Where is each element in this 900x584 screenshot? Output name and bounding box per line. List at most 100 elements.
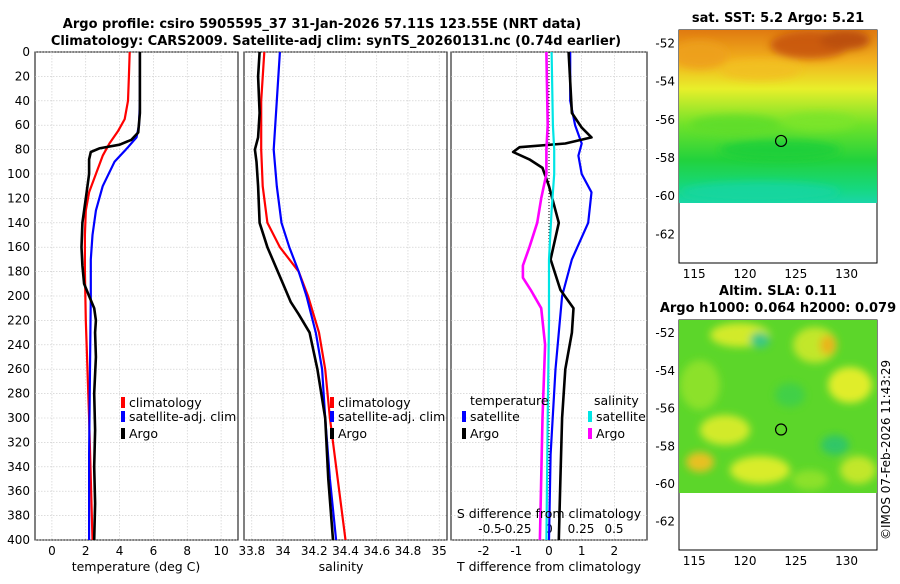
legend-label-satellite-adj: satellite-adj. clim (129, 409, 236, 424)
temperature-panel: 0 2 4 6 8 10020406080100120140160180200220240… (7, 45, 239, 574)
series-line-argo (253, 52, 335, 540)
salinity-panel: 33.8 34 34.2 34.4 34.6 34.8 35 climatology sat… (238, 51, 448, 574)
depth-tick-label: 40 (15, 94, 30, 108)
series-line-s-argo (521, 52, 550, 540)
x-tick-label: 34.4 (332, 544, 359, 558)
difference-xlabel: T difference from climatology (456, 559, 642, 574)
x-tick-label: 0 (48, 544, 56, 558)
legend-swatch-s-satellite (588, 411, 592, 422)
salinity-ticks: 33.8 34 34.2 34.4 34.6 34.8 35 (238, 544, 446, 558)
legend-label-s-satellite: satellite (596, 409, 646, 424)
map-y-tick-label: -52 (655, 326, 675, 340)
top-x-tick-label: 0.25 (568, 522, 595, 536)
map-y-tick-label: -54 (655, 75, 675, 89)
depth-tick-label: 100 (7, 167, 30, 181)
legend-swatch-argo (330, 428, 334, 439)
x-tick-label: 1 (578, 544, 586, 558)
depth-tick-label: 320 (7, 435, 30, 449)
sla-map-title: Altim. SLA: 0.11 (719, 284, 837, 299)
map-x-tick-label: 130 (835, 267, 858, 281)
legend-swatch-satellite-adj (330, 411, 334, 422)
map-x-tick-label: 120 (734, 554, 757, 568)
difference-legend: temperature satellite Argo salinity sate… (462, 393, 646, 441)
x-tick-label: -2 (478, 544, 490, 558)
sla-argo-marker (774, 423, 788, 436)
legend-swatch-climatology (121, 397, 125, 408)
legend-swatch-climatology (330, 397, 334, 408)
depth-tick-label: 80 (15, 143, 30, 157)
legend-label-climatology: climatology (338, 395, 411, 410)
temperature-legend: climatology satellite-adj. clim Argo (121, 395, 236, 441)
temperature-xlabel: temperature (deg C) (72, 559, 201, 574)
sla-map-ticks: 115 120 125 130 -52 -54 -56 -58 -60 -62 (655, 326, 858, 568)
legend-swatch-t-satellite (462, 411, 466, 422)
sst-map-panel: sat. SST: 5.2 Argo: 5.21 115 120 125 130 -52… (655, 11, 878, 281)
depth-tick-label: 200 (7, 289, 30, 303)
series-line-argo (80, 52, 142, 540)
temperature-ticks: 0 2 4 6 8 10020406080100120140160180200220240… (7, 45, 229, 558)
x-tick-label: 2 (82, 544, 90, 558)
legend-title-salinity: salinity (594, 393, 639, 408)
map-x-tick-label: 125 (784, 554, 807, 568)
depth-tick-label: 280 (7, 387, 30, 401)
imos-watermark: ©IMOS 07-Feb-2026 11:43:29 (879, 360, 893, 540)
series-line-t-satellite (547, 52, 593, 540)
salinity-legend: climatology satellite-adj. clim Argo (330, 395, 445, 441)
x-tick-label: 33.8 (238, 544, 265, 558)
difference-lines (511, 52, 593, 540)
legend-label-t-satellite: satellite (470, 409, 520, 424)
map-x-tick-label: 115 (683, 554, 706, 568)
depth-tick-label: 60 (15, 118, 30, 132)
series-line-climatology (83, 52, 131, 540)
map-y-tick-label: -56 (655, 402, 675, 416)
sla-map-panel: Altim. SLA: 0.11 Argo h1000: 0.064 h2000… (655, 284, 896, 568)
top-x-tick-label: 0.5 (604, 522, 623, 536)
top-x-tick-label: -0.25 (500, 522, 531, 536)
map-y-tick-label: -60 (655, 189, 675, 203)
map-y-tick-label: -60 (655, 477, 675, 491)
depth-tick-label: 180 (7, 265, 30, 279)
map-x-tick-label: 125 (784, 267, 807, 281)
map-y-tick-label: -56 (655, 113, 675, 127)
legend-swatch-argo (121, 428, 125, 439)
legend-label-t-argo: Argo (470, 426, 499, 441)
top-x-tick-label: -0.5 (478, 522, 501, 536)
legend-title-temperature: temperature (470, 393, 549, 408)
depth-tick-label: 140 (7, 216, 30, 230)
sla-map-subtitle: Argo h1000: 0.064 h2000: 0.079 (660, 301, 896, 316)
depth-tick-label: 0 (22, 45, 30, 59)
map-x-tick-label: 130 (835, 554, 858, 568)
depth-tick-label: 300 (7, 411, 30, 425)
legend-label-satellite-adj: satellite-adj. clim (338, 409, 445, 424)
series-line-s-satellite (545, 52, 556, 540)
x-tick-label: 34.6 (363, 544, 390, 558)
sst-argo-marker (774, 134, 788, 148)
difference-top-xlabel: S difference from climatology (457, 506, 642, 521)
map-x-tick-label: 120 (734, 267, 757, 281)
sst-map-ticks: 115 120 125 130 -52 -54 -56 -58 -60 -62 (655, 36, 858, 281)
legend-label-argo: Argo (338, 426, 367, 441)
map-y-tick-label: -62 (655, 515, 675, 529)
sla-heatmap (679, 320, 877, 493)
depth-tick-label: 340 (7, 460, 30, 474)
map-y-tick-label: -54 (655, 364, 675, 378)
x-tick-label: 34.2 (301, 544, 328, 558)
x-tick-label: 6 (150, 544, 158, 558)
map-y-tick-label: -62 (655, 227, 675, 241)
salinity-xlabel: salinity (319, 559, 364, 574)
figure-title-line2: Climatology: CARS2009. Satellite-adj cli… (51, 34, 621, 49)
legend-label-s-argo: Argo (596, 426, 625, 441)
legend-swatch-t-argo (462, 428, 466, 439)
x-tick-label: 2 (611, 544, 619, 558)
sst-heatmap (679, 30, 877, 203)
temperature-lines (80, 52, 142, 540)
x-tick-label: 34.8 (395, 544, 422, 558)
depth-tick-label: 380 (7, 509, 30, 523)
x-tick-label: 10 (213, 544, 228, 558)
x-tick-label: 4 (116, 544, 124, 558)
x-tick-label: 34 (275, 544, 290, 558)
figure-title-line1: Argo profile: csiro 5905595_37 31-Jan-20… (63, 17, 581, 32)
sst-map-title: sat. SST: 5.2 Argo: 5.21 (692, 11, 864, 26)
